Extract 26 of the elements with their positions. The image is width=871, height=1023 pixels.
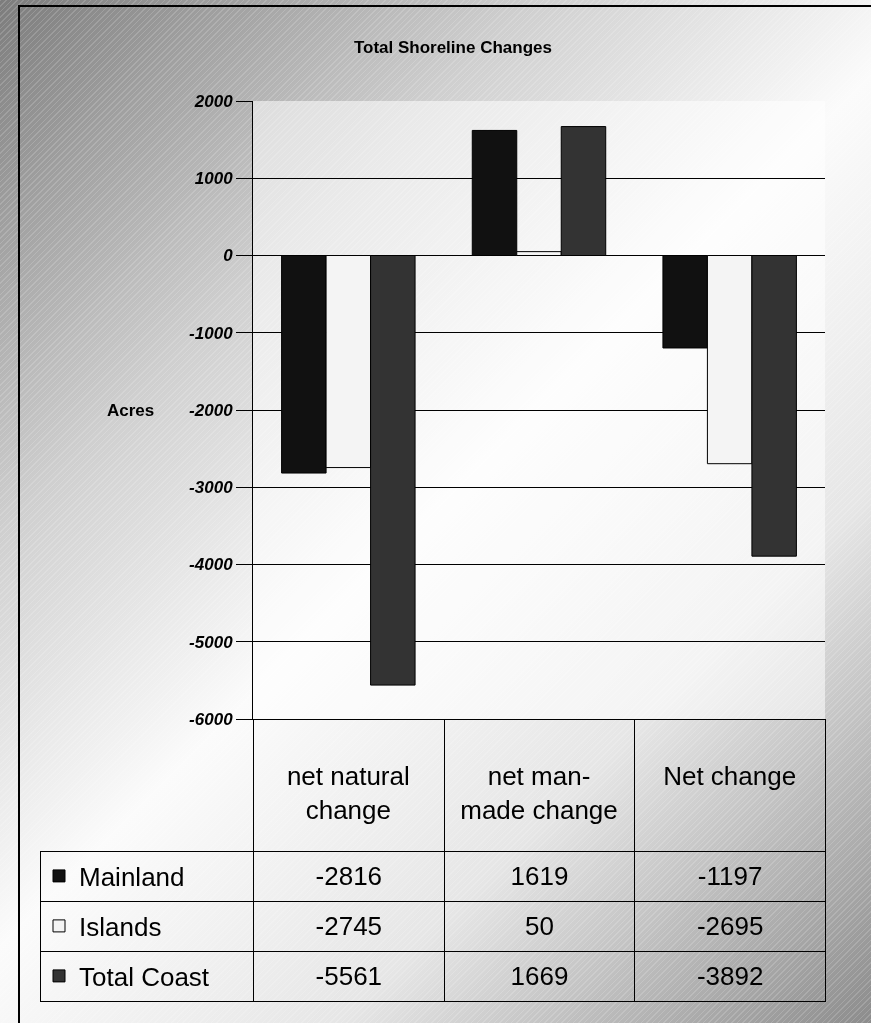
data-label: -3892 [634, 951, 826, 1001]
x-tick-label: net man-made change [460, 761, 618, 825]
data-label: -2816 [253, 851, 445, 901]
data-label: -2745 [253, 901, 445, 951]
data-label: -5561 [253, 951, 445, 1001]
data-label: 50 [444, 901, 635, 951]
data-label: -1197 [634, 851, 826, 901]
data-label: -2695 [634, 901, 826, 951]
y-tick-label: 0 [223, 246, 234, 266]
y-tick-label: -5000 [189, 632, 234, 652]
y-tick-label: -6000 [189, 709, 234, 729]
y-tick-label: -4000 [189, 555, 234, 575]
y-tick-label: 1000 [194, 169, 234, 189]
legend-label: Mainland [79, 862, 185, 893]
y-tick-label: -3000 [189, 478, 234, 498]
data-label: 1619 [444, 851, 635, 901]
x-tick-label: net natural change [286, 761, 410, 825]
chart-title: Total Shoreline Changes [353, 37, 552, 57]
data-label: 1669 [444, 951, 635, 1001]
legend-label: Islands [79, 912, 162, 943]
legend-label: Total Coast [79, 962, 210, 993]
x-tick-label: Net change [663, 761, 797, 792]
y-tick-label: -2000 [189, 400, 234, 420]
y-axis-title: Acres [107, 401, 155, 420]
y-tick-label: -1000 [189, 323, 234, 343]
y-tick-label: 2000 [193, 91, 234, 111]
